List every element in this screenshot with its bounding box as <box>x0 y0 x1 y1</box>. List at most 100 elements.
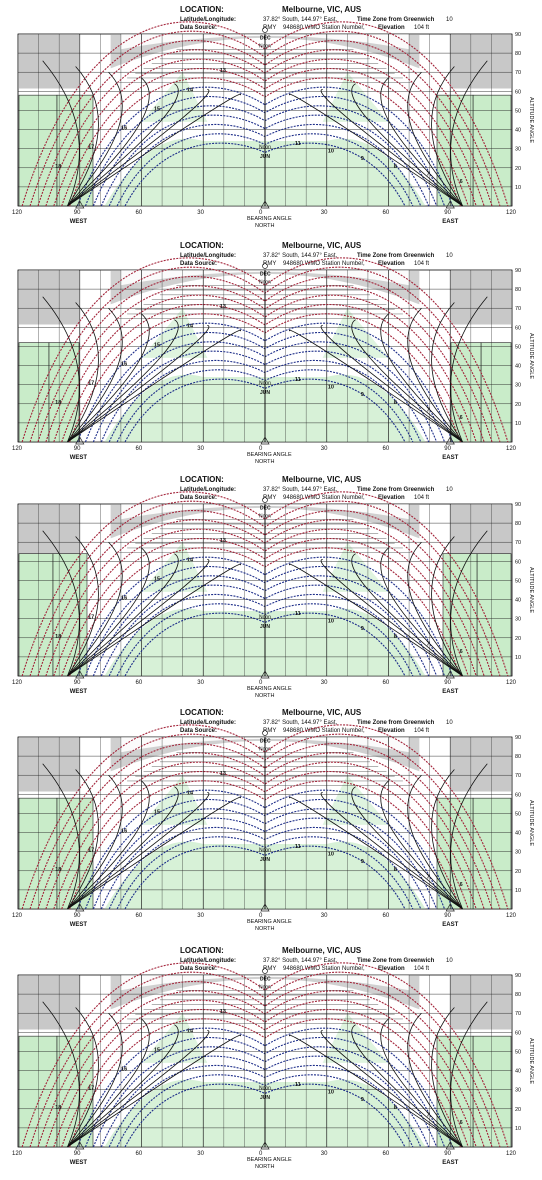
altitude-axis-label: ALTITUDE ANGLE <box>528 567 534 613</box>
shade-block-west-1 <box>18 342 50 443</box>
location-label: LOCATION: <box>180 708 224 717</box>
bearing-axis-label: BEARING ANGLE <box>247 919 292 925</box>
shade-block-east-1 <box>472 797 512 910</box>
bearing-axis-label: BEARING ANGLE <box>247 452 292 458</box>
hour-line-west <box>67 77 150 207</box>
obstruction-left <box>19 271 79 325</box>
bearing-axis-label: BEARING ANGLE <box>247 1157 292 1163</box>
bearing-tick-label: 120 <box>506 1151 517 1157</box>
bearing-tick-label: 30 <box>321 210 328 216</box>
hour-line-west <box>67 1024 179 1148</box>
noon-label-top: Noon <box>259 279 271 285</box>
dec-label: DEC <box>260 36 271 42</box>
hour-line-west <box>42 530 80 677</box>
compass-markers <box>75 968 455 1150</box>
altitude-tick-label: 60 <box>515 1030 521 1036</box>
hour-line-west <box>67 83 179 207</box>
hour-label-am: 7 <box>427 171 430 177</box>
compass-marker-icon <box>75 1141 85 1150</box>
hour-label-pm: 17 <box>88 1086 94 1092</box>
hour-line-east <box>431 302 463 443</box>
altitude-tick-label: 70 <box>515 773 521 779</box>
day-path-curve <box>37 276 493 443</box>
bearing-tick-label: 60 <box>383 913 390 919</box>
hour-line-east <box>380 1018 463 1148</box>
hour-line-east <box>450 530 488 677</box>
hour-label-pm: 13 <box>220 538 226 544</box>
altitude-tick-label: 20 <box>515 166 521 172</box>
location-value: Melbourne, VIC, AUS <box>282 475 362 484</box>
bearing-tick-label: 60 <box>136 913 143 919</box>
altitude-tick-label: 40 <box>515 1069 521 1075</box>
hour-line-west <box>67 313 150 443</box>
bearing-tick-label: 60 <box>136 210 143 216</box>
elevation-value: 104 ft <box>414 261 429 267</box>
timezone-value: 10 <box>446 487 453 493</box>
compass-marker-icon <box>445 903 455 912</box>
hour-label-am: 7 <box>427 874 430 880</box>
hour-line-east <box>320 559 463 677</box>
altitude-tick-label: 90 <box>515 32 521 38</box>
jun-label: JUN <box>260 857 270 863</box>
bearing-tick-label: 90 <box>444 680 451 686</box>
obstruction-top <box>110 505 420 539</box>
bearing-tick-label: 0 <box>259 913 263 919</box>
hour-label-pm: 14 <box>187 87 194 93</box>
altitude-ticks: 90 80 70 60 50 40 30 20 10 <box>515 502 521 661</box>
day-path-curve <box>77 86 453 207</box>
obstruction-mask <box>19 34 511 89</box>
source-label: Data Source: <box>180 495 217 501</box>
timezone-label: Time Zone from Greenwich <box>357 17 435 23</box>
location-label: LOCATION: <box>180 475 224 484</box>
east-label: EAST <box>442 219 458 225</box>
station-value: 948680 WMO Station Number, <box>283 261 365 267</box>
hour-label-am: 8 <box>394 634 397 640</box>
altitude-tick-label: 30 <box>515 850 521 856</box>
altitude-tick-label: 10 <box>515 655 521 661</box>
day-path-curve <box>53 999 477 1148</box>
hour-label-pm: 15 <box>154 809 160 815</box>
west-label: WEST <box>70 1160 88 1166</box>
compass-marker-icon <box>75 670 85 679</box>
hour-label-am: 10 <box>328 384 334 390</box>
day-path-curve <box>77 322 453 443</box>
north-label: NORTH <box>255 926 274 932</box>
day-path-curve <box>37 40 493 207</box>
hour-line-east <box>431 536 463 677</box>
obstruction-left <box>19 738 79 792</box>
shade-block-east-2 <box>442 553 478 677</box>
bearing-tick-label: 60 <box>136 446 143 452</box>
bearing-tick-label: 90 <box>74 446 81 452</box>
station-value: 948680 WMO Station Number, <box>283 966 365 972</box>
obstruction-right <box>451 738 511 792</box>
hour-line-west <box>67 769 99 910</box>
hour-label-am: 9 <box>361 626 364 632</box>
hour-label-pm: 14 <box>187 557 194 563</box>
hour-label-am: 9 <box>361 392 364 398</box>
source-label: Data Source: <box>180 966 217 972</box>
hour-line-east <box>289 1034 463 1148</box>
shade-block-east-1 <box>480 342 512 443</box>
hour-line-east <box>450 1001 488 1148</box>
zenith-marker-icon <box>262 27 268 33</box>
hour-line-east <box>431 66 463 207</box>
hour-line-west <box>67 1034 241 1148</box>
sun-path-chart: LOCATION: Melbourne, VIC, AUS Latitude/Lon… <box>12 241 534 465</box>
altitude-tick-label: 90 <box>515 735 521 741</box>
jun-label: JUN <box>260 390 270 396</box>
altitude-tick-label: 60 <box>515 559 521 565</box>
obstruction-mask <box>19 504 511 559</box>
altitude-ticks: 90 80 70 60 50 40 30 20 10 <box>515 973 521 1132</box>
location-value: Melbourne, VIC, AUS <box>282 241 362 250</box>
timezone-value: 10 <box>446 958 453 964</box>
bearing-tick-label: 60 <box>136 680 143 686</box>
altitude-tick-label: 80 <box>515 754 521 760</box>
hour-line-west <box>67 1007 99 1148</box>
bearing-tick-label: 60 <box>383 680 390 686</box>
bearing-tick-label: 120 <box>12 913 23 919</box>
hour-line-west <box>67 1030 210 1148</box>
sun-path-chart: LOCATION: Melbourne, VIC, AUS Latitude/Lon… <box>12 946 534 1170</box>
hour-label-pm: 15 <box>154 1047 160 1053</box>
